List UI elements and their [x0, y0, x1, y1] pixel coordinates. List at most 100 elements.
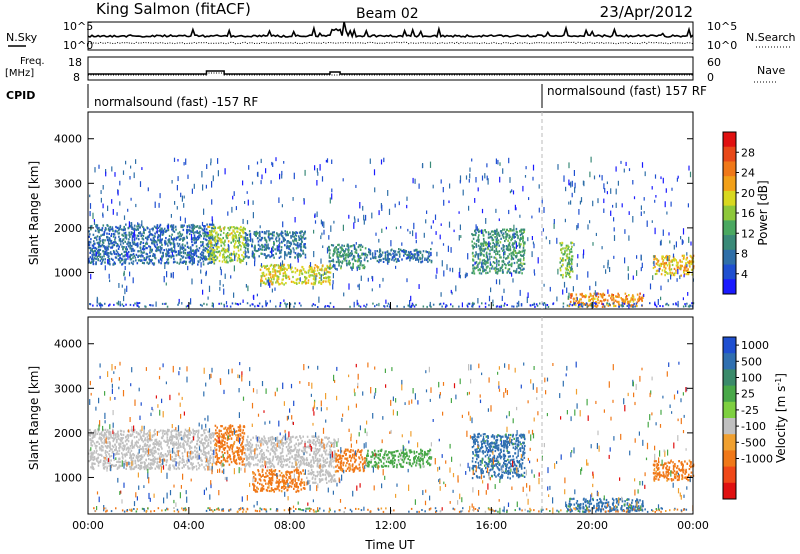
echo-cell: [141, 259, 143, 262]
echo-cell: [108, 239, 111, 242]
echo-cell: [135, 431, 138, 434]
echo-cell: [689, 260, 692, 263]
echo-cell: [492, 234, 494, 237]
echo-cell: [625, 298, 627, 301]
echo-cell: [632, 296, 635, 299]
echo-cell: [96, 235, 99, 238]
sparse-cell: [316, 180, 318, 186]
echo-cell: [234, 227, 236, 230]
sparse-cell: [627, 273, 629, 280]
echo-cell: [240, 229, 243, 232]
echo-cell: [491, 237, 493, 240]
echo-cell: [301, 230, 303, 233]
sparse-cell: [316, 211, 318, 218]
echo-cell: [106, 460, 109, 463]
sparse-cell: [416, 251, 418, 256]
echo-cell: [118, 245, 120, 248]
echo-cell: [683, 271, 685, 274]
echo-cell: [257, 247, 260, 251]
echo-cell: [209, 250, 211, 253]
echo-cell: [505, 233, 507, 236]
echo-cell: [197, 431, 200, 434]
echo-cell: [90, 228, 92, 231]
sparse-cell: [495, 279, 498, 285]
echo-cell: [318, 276, 321, 279]
echo-cell: [165, 229, 168, 232]
echo-cell: [191, 240, 193, 244]
sparse-cell: [543, 283, 545, 287]
echo-cell: [158, 230, 160, 233]
echo-cell: [251, 238, 254, 241]
echo-cell: [208, 465, 211, 469]
near-range-cell: [635, 302, 638, 305]
echo-cell: [255, 234, 257, 237]
echo-cell: [209, 461, 212, 464]
echo-cell: [477, 269, 480, 272]
echo-cell: [111, 242, 114, 245]
sparse-cell: [246, 220, 249, 225]
echo-cell: [477, 254, 480, 257]
sparse-cell: [192, 257, 194, 262]
echo-cell: [290, 250, 292, 253]
echo-cell: [251, 245, 253, 248]
echo-cell: [504, 231, 507, 234]
sparse-cell: [177, 159, 179, 162]
echo-cell: [201, 438, 203, 441]
echo-cell: [672, 259, 674, 262]
sparse-cell: [541, 198, 543, 205]
echo-cell: [185, 235, 188, 238]
sparse-cell: [492, 245, 494, 251]
echo-cell: [219, 252, 222, 255]
echo-cell: [288, 247, 290, 250]
echo-cell: [206, 234, 209, 237]
echo-cell: [224, 256, 226, 259]
echo-cell: [154, 433, 156, 436]
echo-cell: [90, 466, 92, 469]
echo-cell: [130, 231, 133, 234]
echo-cell: [559, 269, 562, 272]
echo-cell: [89, 247, 92, 250]
echo-cell: [94, 254, 97, 257]
echo-cell: [330, 244, 333, 247]
echo-cell: [354, 259, 356, 262]
sparse-cell: [215, 242, 218, 247]
echo-cell: [611, 293, 613, 296]
echo-cell: [472, 264, 475, 267]
sparse-cell: [355, 242, 357, 245]
echo-cell: [283, 263, 285, 266]
echo-cell: [679, 260, 682, 263]
echo-cell: [282, 238, 285, 241]
echo-cell: [677, 266, 679, 269]
echo-cell: [567, 247, 569, 250]
echo-cell: [153, 442, 155, 446]
echo-cell: [137, 244, 139, 247]
echo-cell: [111, 226, 114, 229]
sparse-cell: [509, 190, 511, 194]
near-range-cell: [376, 303, 378, 306]
near-range-cell: [104, 302, 106, 305]
echo-cell: [112, 437, 114, 440]
echo-cell: [288, 241, 291, 244]
sparse-cell: [93, 221, 96, 225]
echo-cell: [177, 442, 179, 445]
sparse-cell: [98, 164, 100, 169]
echo-cell: [198, 236, 201, 239]
echo-cell: [496, 234, 498, 237]
echo-cell: [568, 263, 570, 266]
echo-cell: [117, 254, 120, 257]
echo-cell: [220, 244, 223, 247]
echo-cell: [188, 467, 191, 470]
echo-cell: [681, 264, 683, 268]
echo-cell: [518, 242, 521, 245]
sparse-cell: [657, 299, 659, 305]
echo-cell: [652, 266, 655, 270]
echo-cell: [180, 251, 183, 254]
near-range-cell: [201, 304, 203, 307]
echo-cell: [171, 254, 174, 257]
sparse-cell: [332, 280, 334, 285]
echo-cell: [182, 226, 184, 229]
sparse-cell: [92, 260, 94, 265]
sparse-cell: [407, 228, 409, 232]
echo-cell: [189, 254, 191, 257]
sparse-cell: [511, 272, 513, 277]
